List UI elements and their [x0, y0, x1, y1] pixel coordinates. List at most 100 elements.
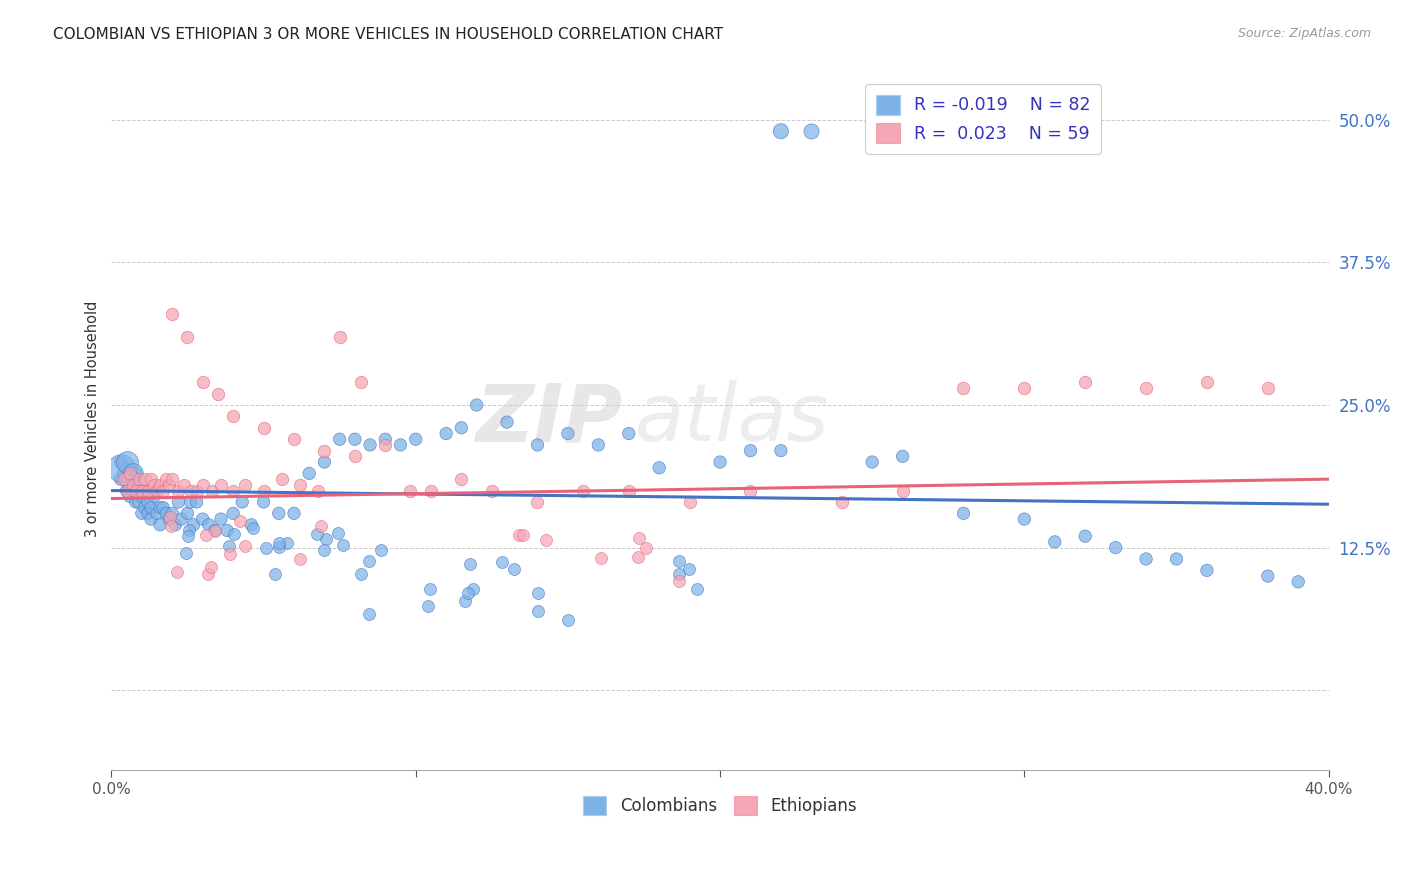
Point	[283, 432, 305, 446]
Point	[398, 483, 420, 498]
Point	[115, 455, 138, 469]
Point	[458, 558, 481, 572]
Point	[288, 551, 311, 566]
Point	[201, 483, 224, 498]
Point	[526, 586, 548, 600]
Point	[350, 375, 373, 389]
Point	[952, 124, 974, 138]
Point	[588, 438, 610, 452]
Point	[419, 483, 441, 498]
Point	[128, 483, 150, 498]
Point	[800, 124, 823, 138]
Point	[891, 483, 914, 498]
Point	[465, 398, 488, 412]
Point	[276, 536, 298, 550]
Point	[1043, 534, 1066, 549]
Point	[617, 426, 640, 441]
Point	[374, 432, 396, 446]
Point	[343, 450, 366, 464]
Point	[222, 409, 245, 424]
Point	[136, 483, 159, 498]
Point	[136, 507, 159, 521]
Point	[678, 562, 700, 576]
Point	[496, 415, 519, 429]
Point	[112, 472, 135, 486]
Point	[983, 124, 1005, 138]
Point	[191, 375, 214, 389]
Point	[283, 507, 305, 521]
Point	[1257, 569, 1279, 583]
Point	[134, 472, 156, 486]
Point	[146, 483, 169, 498]
Point	[252, 483, 274, 498]
Point	[648, 460, 671, 475]
Legend: Colombians, Ethiopians: Colombians, Ethiopians	[574, 786, 868, 825]
Point	[134, 483, 156, 498]
Point	[332, 538, 354, 552]
Point	[167, 483, 190, 498]
Point	[149, 500, 172, 515]
Point	[121, 467, 143, 481]
Point	[128, 495, 150, 509]
Point	[157, 478, 180, 492]
Point	[146, 507, 169, 521]
Point	[139, 500, 162, 515]
Point	[166, 565, 188, 579]
Point	[314, 542, 336, 557]
Point	[740, 443, 762, 458]
Point	[686, 582, 709, 596]
Text: COLOMBIAN VS ETHIOPIAN 3 OR MORE VEHICLES IN HOUSEHOLD CORRELATION CHART: COLOMBIAN VS ETHIOPIAN 3 OR MORE VEHICLE…	[53, 27, 724, 42]
Point	[152, 500, 174, 515]
Point	[891, 450, 914, 464]
Point	[527, 604, 550, 618]
Point	[125, 483, 148, 498]
Point	[209, 478, 232, 492]
Point	[343, 432, 366, 446]
Point	[139, 472, 162, 486]
Point	[177, 524, 200, 538]
Point	[162, 472, 184, 486]
Point	[197, 566, 219, 581]
Point	[405, 432, 427, 446]
Point	[370, 542, 392, 557]
Point	[1257, 381, 1279, 395]
Point	[305, 527, 328, 541]
Text: atlas: atlas	[636, 380, 830, 458]
Point	[591, 550, 613, 565]
Point	[207, 386, 229, 401]
Point	[350, 566, 373, 581]
Point	[233, 478, 256, 492]
Point	[131, 483, 153, 498]
Point	[503, 562, 526, 576]
Point	[121, 478, 143, 492]
Y-axis label: 3 or more Vehicles in Household: 3 or more Vehicles in Household	[86, 301, 100, 538]
Point	[617, 483, 640, 498]
Point	[557, 426, 579, 441]
Point	[128, 472, 150, 486]
Point	[769, 443, 792, 458]
Point	[218, 539, 240, 553]
Point	[222, 483, 245, 498]
Point	[1195, 563, 1218, 577]
Point	[229, 514, 252, 528]
Point	[152, 483, 174, 498]
Point	[463, 582, 485, 596]
Point	[668, 554, 690, 568]
Point	[165, 517, 187, 532]
Point	[131, 489, 153, 503]
Point	[112, 467, 135, 481]
Point	[222, 507, 245, 521]
Point	[267, 540, 290, 554]
Point	[167, 495, 190, 509]
Point	[526, 438, 548, 452]
Point	[434, 426, 457, 441]
Point	[242, 521, 264, 535]
Point	[512, 528, 534, 542]
Point	[450, 472, 472, 486]
Point	[314, 443, 336, 458]
Point	[1104, 541, 1126, 555]
Point	[1166, 552, 1188, 566]
Point	[149, 517, 172, 532]
Point	[860, 455, 883, 469]
Point	[270, 472, 292, 486]
